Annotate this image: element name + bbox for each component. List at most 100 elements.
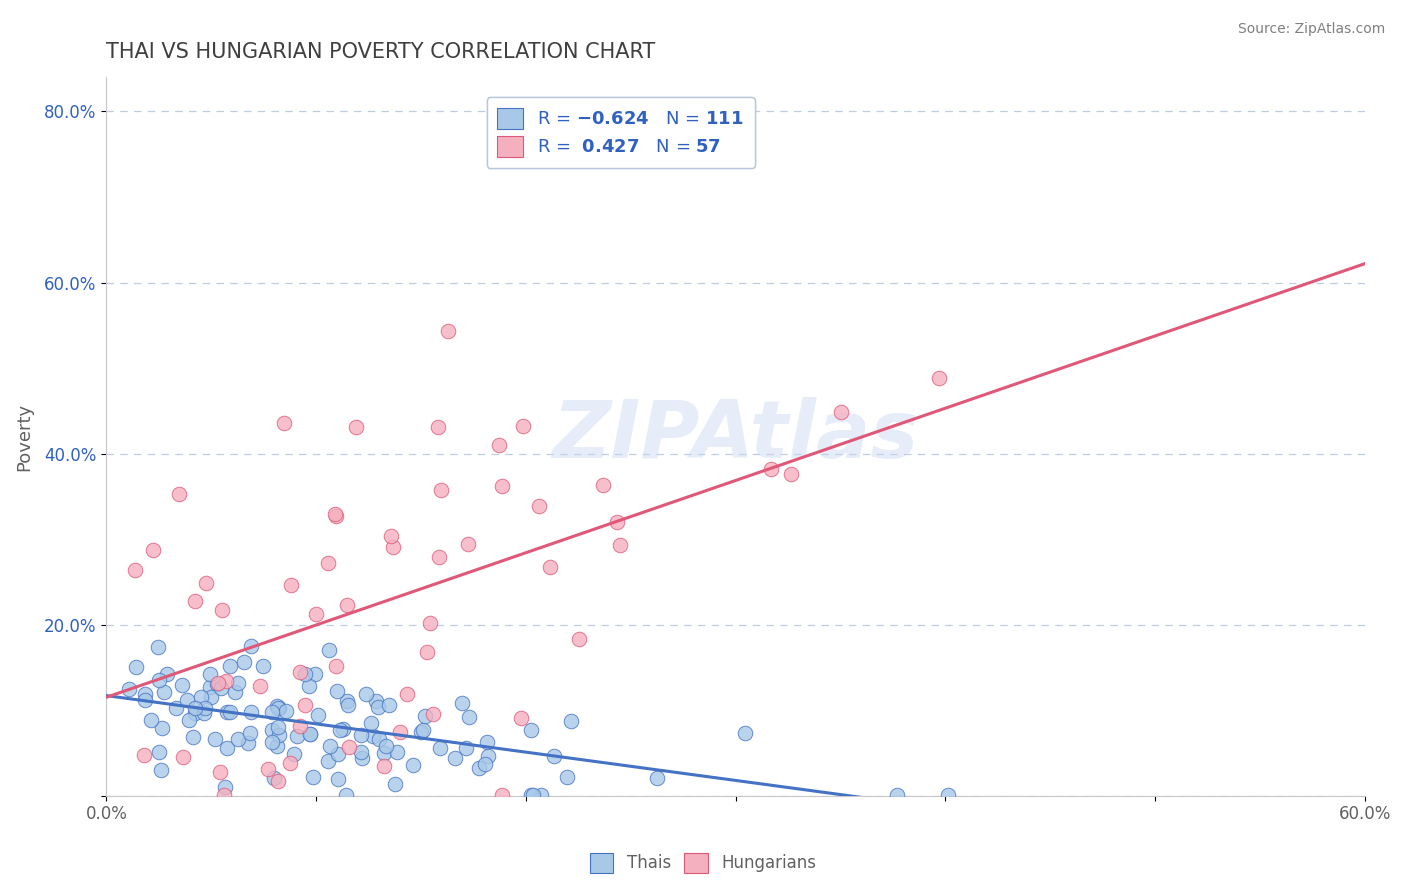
Point	[283, 747, 305, 761]
Point	[149, 763, 172, 777]
Point	[193, 706, 215, 720]
Point	[367, 732, 389, 747]
Point	[148, 745, 170, 759]
Point	[336, 698, 359, 713]
Point	[474, 756, 496, 771]
Point	[285, 729, 308, 743]
Point	[233, 655, 256, 669]
Point	[183, 701, 205, 715]
Point	[273, 416, 295, 430]
Point	[204, 731, 226, 746]
Point	[409, 725, 432, 739]
Point	[276, 704, 298, 718]
Point	[468, 761, 491, 775]
Point	[319, 739, 342, 754]
Point	[260, 706, 283, 720]
Point	[378, 698, 401, 713]
Point	[336, 598, 359, 612]
Point	[280, 578, 302, 592]
Point	[150, 722, 173, 736]
Point	[326, 772, 349, 786]
Point	[198, 680, 221, 694]
Point	[146, 640, 169, 654]
Point	[510, 711, 533, 725]
Point	[212, 788, 235, 802]
Point	[373, 746, 395, 760]
Point	[148, 673, 170, 687]
Point	[299, 727, 322, 741]
Point	[323, 507, 346, 521]
Point	[207, 676, 229, 690]
Point	[388, 725, 411, 739]
Y-axis label: Poverty: Poverty	[15, 402, 32, 471]
Point	[519, 723, 541, 738]
Point	[294, 667, 316, 681]
Point	[350, 751, 373, 765]
Point	[179, 713, 201, 727]
Point	[209, 681, 232, 696]
Point	[200, 690, 222, 705]
Point	[402, 757, 425, 772]
Point	[249, 679, 271, 693]
Point	[491, 788, 513, 802]
Point	[385, 745, 408, 759]
Point	[257, 762, 280, 776]
Text: Source: ZipAtlas.com: Source: ZipAtlas.com	[1237, 22, 1385, 37]
Point	[375, 739, 398, 753]
Point	[886, 788, 908, 802]
Point	[759, 461, 782, 475]
Point	[215, 673, 238, 688]
Point	[139, 713, 162, 727]
Point	[384, 777, 406, 791]
Point	[307, 708, 329, 723]
Point	[167, 487, 190, 501]
Legend: Thais, Hungarians: Thais, Hungarians	[583, 847, 823, 880]
Point	[217, 706, 239, 720]
Point	[437, 324, 460, 338]
Point	[382, 540, 405, 554]
Point	[412, 723, 434, 737]
Point	[218, 705, 240, 719]
Point	[527, 499, 550, 513]
Point	[609, 538, 631, 552]
Point	[278, 756, 301, 770]
Point	[560, 714, 582, 729]
Point	[429, 741, 451, 756]
Point	[332, 722, 354, 736]
Point	[360, 715, 382, 730]
Point	[427, 419, 450, 434]
Point	[267, 720, 290, 734]
Point	[125, 659, 148, 673]
Point	[430, 483, 453, 497]
Point	[240, 640, 263, 654]
Point	[184, 593, 207, 607]
Point	[592, 478, 614, 492]
Point	[325, 509, 347, 524]
Point	[326, 747, 349, 762]
Point	[153, 684, 176, 698]
Point	[124, 563, 146, 577]
Point	[380, 529, 402, 543]
Point	[305, 607, 328, 621]
Point	[184, 706, 207, 720]
Point	[543, 748, 565, 763]
Point	[266, 701, 288, 715]
Point	[396, 687, 419, 701]
Point	[172, 678, 194, 692]
Point	[134, 747, 156, 762]
Point	[266, 699, 288, 714]
Point	[350, 728, 373, 742]
Point	[217, 740, 239, 755]
Point	[156, 666, 179, 681]
Point	[316, 556, 339, 570]
Point	[367, 699, 389, 714]
Point	[529, 788, 551, 802]
Point	[298, 679, 321, 693]
Point	[488, 438, 510, 452]
Point	[457, 537, 479, 551]
Point	[226, 675, 249, 690]
Point	[928, 371, 950, 385]
Point	[302, 770, 325, 784]
Point	[134, 687, 156, 701]
Point	[298, 727, 321, 741]
